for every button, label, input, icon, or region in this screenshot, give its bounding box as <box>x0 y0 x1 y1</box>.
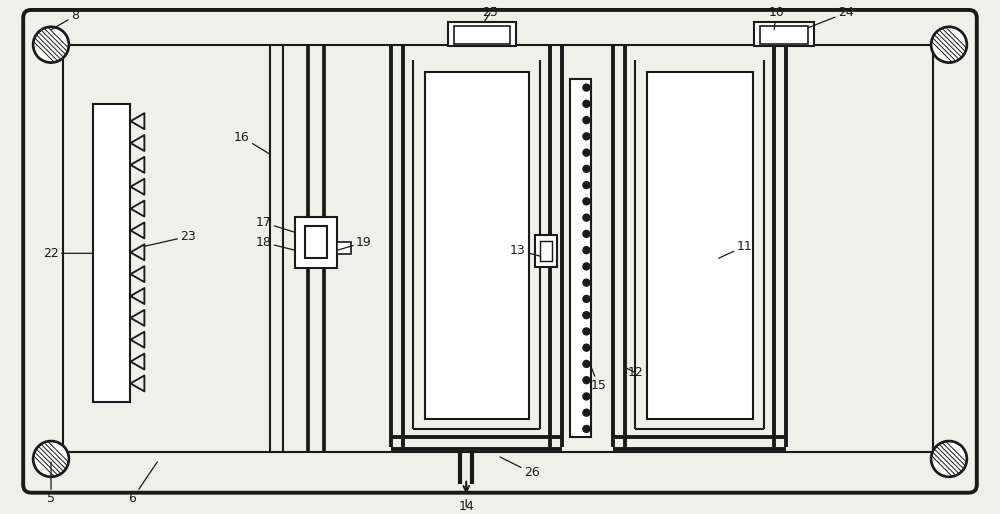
Text: 15: 15 <box>590 368 606 392</box>
Circle shape <box>583 328 590 335</box>
Circle shape <box>583 230 590 237</box>
Circle shape <box>583 377 590 383</box>
Circle shape <box>583 214 590 221</box>
Text: 12: 12 <box>625 366 643 379</box>
Bar <box>93 104 130 402</box>
Circle shape <box>583 426 590 432</box>
Circle shape <box>583 409 590 416</box>
Text: 24: 24 <box>808 6 853 28</box>
Text: 17: 17 <box>256 216 295 232</box>
Circle shape <box>583 296 590 302</box>
Text: 19: 19 <box>337 236 372 250</box>
Circle shape <box>583 279 590 286</box>
Text: 10: 10 <box>768 6 784 30</box>
Text: 13: 13 <box>510 244 541 257</box>
Circle shape <box>583 198 590 205</box>
Text: 8: 8 <box>51 9 79 30</box>
Text: 23: 23 <box>144 230 196 246</box>
Circle shape <box>583 311 590 319</box>
Bar <box>760 26 808 44</box>
Text: 5: 5 <box>47 462 55 505</box>
Text: 6: 6 <box>129 462 157 505</box>
Bar <box>647 71 753 419</box>
Circle shape <box>931 27 967 63</box>
Text: 18: 18 <box>256 236 295 250</box>
Circle shape <box>583 149 590 156</box>
Circle shape <box>33 27 69 63</box>
Circle shape <box>583 393 590 400</box>
Text: 22: 22 <box>43 247 93 260</box>
Bar <box>63 45 933 452</box>
Bar <box>754 22 814 46</box>
Circle shape <box>583 360 590 368</box>
Text: 16: 16 <box>234 131 270 154</box>
Text: 25: 25 <box>482 6 498 22</box>
Bar <box>540 242 552 261</box>
Text: 11: 11 <box>719 240 752 258</box>
Circle shape <box>583 100 590 107</box>
Bar <box>570 80 591 437</box>
Circle shape <box>583 133 590 140</box>
Bar <box>425 71 529 419</box>
FancyBboxPatch shape <box>23 10 977 493</box>
Circle shape <box>583 263 590 270</box>
Circle shape <box>583 117 590 123</box>
Circle shape <box>33 441 69 477</box>
Circle shape <box>583 344 590 351</box>
Bar <box>454 26 510 44</box>
Circle shape <box>931 441 967 477</box>
Circle shape <box>583 247 590 253</box>
Circle shape <box>583 181 590 189</box>
Bar <box>535 235 557 267</box>
Bar <box>305 227 327 258</box>
Bar <box>448 22 516 46</box>
Circle shape <box>583 84 590 91</box>
Text: 26: 26 <box>500 457 540 480</box>
Text: 14: 14 <box>458 500 474 513</box>
Circle shape <box>583 166 590 172</box>
Bar <box>337 243 351 254</box>
Bar <box>295 216 337 268</box>
